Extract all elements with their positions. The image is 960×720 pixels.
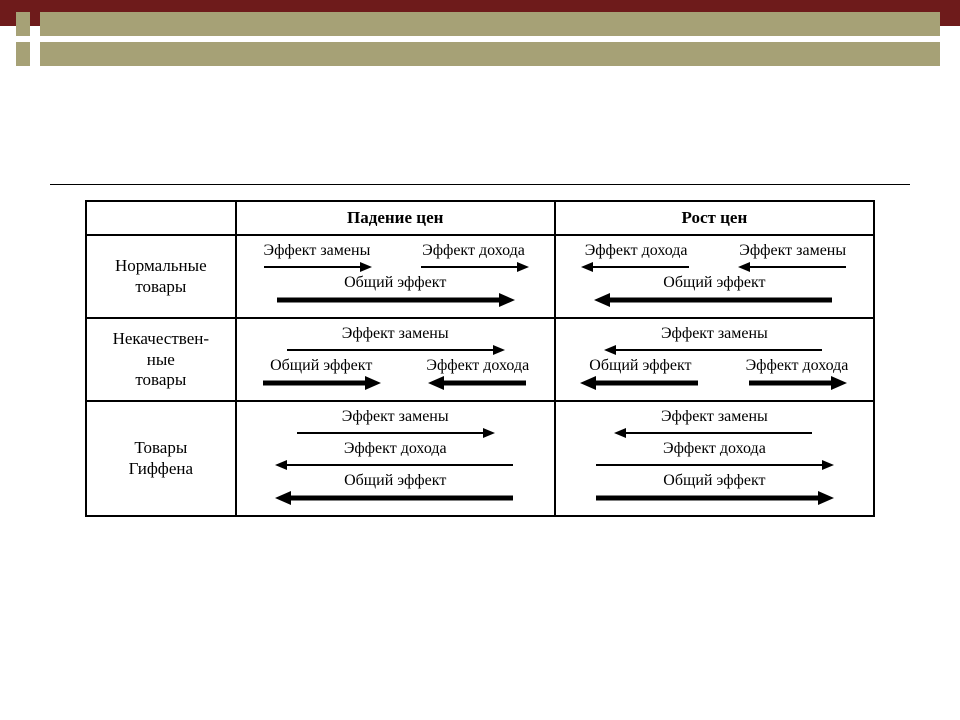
khaki-block — [16, 42, 30, 66]
effect-label: Эффект дохода — [426, 357, 529, 375]
effect-label: Эффект замены — [661, 408, 768, 426]
effect-item: Эффект замены — [295, 408, 495, 440]
effect-item: Эффект дохода — [594, 440, 834, 472]
effect-label: Общий эффект — [589, 357, 691, 375]
arrow-left-thin-icon — [604, 343, 824, 357]
effect-item: Общий эффект — [594, 274, 834, 310]
cell-content: Эффект замены Эффект дохода Общий эффект — [241, 404, 550, 513]
cell-content: Эффект дохода Эффект замены Общий эффект — [560, 238, 869, 315]
effect-pair: Общий эффект Эффект дохода — [562, 357, 867, 393]
header-rising: Рост цен — [555, 201, 874, 235]
effect-label: Эффект замены — [264, 242, 371, 260]
effect-item: Эффект дохода — [746, 357, 849, 393]
header-falling: Падение цен — [236, 201, 555, 235]
cell-falling: Эффект замены Эффект дохода Общий эффект — [236, 235, 555, 318]
arrow-right-thick-icon — [261, 374, 381, 392]
arrow-left-thin-icon — [614, 426, 814, 440]
effect-item: Эффект замены — [285, 325, 505, 357]
effect-label: Общий эффект — [663, 472, 765, 490]
effect-label: Эффект замены — [342, 408, 449, 426]
arrow-right-thin-icon — [419, 260, 529, 274]
effect-pair: Эффект замены Эффект дохода — [243, 242, 548, 274]
arrow-right-thick-icon — [275, 291, 515, 309]
arrow-left-thick-icon — [580, 374, 700, 392]
effect-pair: Эффект замены — [243, 325, 548, 357]
row-label: Нормальныетовары — [86, 235, 236, 318]
effect-pair: Общий эффект — [562, 274, 867, 310]
arrow-right-thin-icon — [285, 343, 505, 357]
effect-item: Эффект замены — [738, 242, 848, 274]
cell-rising: Эффект замены Общий эффект Эффект дохода — [555, 318, 874, 401]
khaki-block — [40, 12, 940, 36]
effect-label: Эффект замены — [342, 325, 449, 343]
effect-pair: Эффект замены — [562, 325, 867, 357]
effect-label: Эффект дохода — [422, 242, 525, 260]
effect-label: Эффект дохода — [663, 440, 766, 458]
effect-pair: Эффект дохода Эффект замены — [562, 242, 867, 274]
effect-pair: Общий эффект Эффект дохода — [243, 357, 548, 393]
khaki-block — [40, 42, 940, 66]
cell-content: Эффект замены Общий эффект Эффект дохода — [560, 321, 869, 398]
table-row: ТоварыГиффена Эффект замены Эффект доход… — [86, 401, 874, 516]
header-blank — [86, 201, 236, 235]
effect-item: Эффект замены — [262, 242, 372, 274]
effect-label: Эффект замены — [739, 242, 846, 260]
effect-label: Эффект дохода — [585, 242, 688, 260]
cell-content: Эффект замены Общий эффект Эффект дохода — [241, 321, 550, 398]
effect-label: Эффект дохода — [746, 357, 849, 375]
arrow-right-thin-icon — [594, 458, 834, 472]
effect-label: Общий эффект — [663, 274, 765, 292]
cell-falling: Эффект замены Эффект дохода Общий эффект — [236, 401, 555, 516]
khaki-block — [16, 12, 30, 36]
effect-label: Эффект дохода — [344, 440, 447, 458]
row-label: ТоварыГиффена — [86, 401, 236, 516]
arrow-left-thick-icon — [594, 291, 834, 309]
arrow-left-thin-icon — [738, 260, 848, 274]
cell-rising: Эффект замены Эффект дохода Общий эффект — [555, 401, 874, 516]
arrow-left-thin-icon — [581, 260, 691, 274]
table-header-row: Падение цен Рост цен — [86, 201, 874, 235]
effect-item: Общий эффект — [580, 357, 700, 393]
row-label: Некачествен-ныетовары — [86, 318, 236, 401]
arrow-right-thick-icon — [747, 374, 847, 392]
effect-item: Общий эффект — [261, 357, 381, 393]
divider-line — [50, 184, 910, 185]
arrow-left-thick-icon — [275, 489, 515, 507]
cell-content: Эффект замены Эффект дохода Общий эффект — [241, 238, 550, 315]
effect-item: Общий эффект — [275, 274, 515, 310]
cell-content: Эффект замены Эффект дохода Общий эффект — [560, 404, 869, 513]
effect-item: Общий эффект — [275, 472, 515, 508]
effect-item: Эффект замены — [614, 408, 814, 440]
arrow-right-thin-icon — [262, 260, 372, 274]
table-row: Нормальныетовары Эффект замены Эффект до… — [86, 235, 874, 318]
effect-item: Эффект дохода — [419, 242, 529, 274]
cell-falling: Эффект замены Общий эффект Эффект дохода — [236, 318, 555, 401]
effect-item: Эффект дохода — [426, 357, 529, 393]
effect-item: Общий эффект — [594, 472, 834, 508]
effect-label: Общий эффект — [344, 274, 446, 292]
cell-rising: Эффект дохода Эффект замены Общий эффект — [555, 235, 874, 318]
arrow-right-thin-icon — [295, 426, 495, 440]
table-row: Некачествен-ныетовары Эффект замены Общи… — [86, 318, 874, 401]
arrow-right-thick-icon — [594, 489, 834, 507]
effect-item: Эффект замены — [604, 325, 824, 357]
effect-label: Общий эффект — [270, 357, 372, 375]
arrow-left-thick-icon — [428, 374, 528, 392]
effects-table: Падение цен Рост цен Нормальныетовары Эф… — [85, 200, 875, 517]
effect-pair: Общий эффект — [243, 274, 548, 310]
arrow-left-thin-icon — [275, 458, 515, 472]
effect-item: Эффект дохода — [581, 242, 691, 274]
effect-item: Эффект дохода — [275, 440, 515, 472]
effect-label: Общий эффект — [344, 472, 446, 490]
effect-label: Эффект замены — [661, 325, 768, 343]
